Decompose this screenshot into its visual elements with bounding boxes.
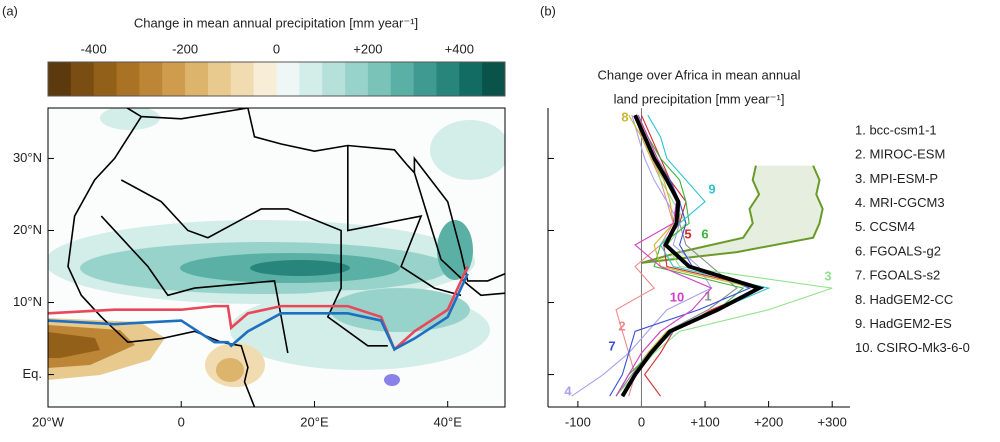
- colorbar-tick-label: -400: [81, 41, 107, 56]
- colorbar-cell: [390, 62, 415, 96]
- colorbar-cell: [459, 62, 483, 96]
- legend-entry: 5. CCSM4: [855, 219, 915, 234]
- legend-entry: 4. MRI-CGCM3: [855, 195, 945, 210]
- colorbar-tick-label: 0: [273, 41, 280, 56]
- line-label: 9: [708, 181, 715, 196]
- position-line: [48, 273, 469, 352]
- colorbar-cell: [345, 62, 369, 96]
- climatology-line: [641, 165, 761, 264]
- climatology-band: [641, 165, 823, 263]
- colorbar-tick-label: -200: [172, 41, 198, 56]
- x-tick-label: -100: [565, 414, 591, 429]
- panel-label: (b): [540, 3, 556, 18]
- colorbar-cell: [436, 62, 460, 96]
- x-tick-label: 20°W: [32, 414, 65, 429]
- colorbar-cell: [482, 62, 506, 96]
- colorbar-cell: [139, 62, 163, 96]
- position-line: [48, 265, 469, 352]
- colorbar-cell: [116, 62, 140, 96]
- y-tick-label: Eq.: [22, 366, 42, 381]
- legend-entry: 10. CSIRO-Mk3-6-0: [855, 340, 970, 355]
- x-tick-label: 0: [638, 414, 645, 429]
- colorbar-tick-label: +200: [353, 41, 382, 56]
- colorbar-cell: [70, 62, 95, 96]
- chart-title: Change over Africa in mean annual: [597, 67, 800, 82]
- chart-title: land precipitation [mm year⁻¹]: [614, 91, 785, 106]
- colorbar-cell: [413, 62, 437, 96]
- panel-label: (a): [2, 3, 18, 18]
- line-label: 8: [621, 109, 628, 124]
- model-line: [621, 114, 758, 397]
- colorbar-cell: [253, 62, 277, 96]
- line-label: 4: [564, 383, 572, 398]
- colorbar-cell: [230, 62, 255, 96]
- line-label: 6: [701, 226, 708, 241]
- line-label: 5: [684, 226, 691, 241]
- legend-entry: 8. HadGEM2-CC: [855, 292, 953, 307]
- x-tick-label: +200: [754, 414, 783, 429]
- legend-entry: 1. bcc-csm1-1: [855, 122, 937, 137]
- y-tick-label: 30°N: [13, 150, 42, 165]
- colorbar-cell: [299, 62, 323, 96]
- climatology-line: [641, 165, 824, 264]
- line-label: 10: [670, 289, 684, 304]
- legend-entry: 3. MPI-ESM-P: [855, 171, 938, 186]
- legend-entry: 9. HadGEM2-ES: [855, 316, 952, 331]
- model-line: [640, 114, 765, 397]
- colorbar-cell: [276, 62, 300, 96]
- x-tick-label: 40°E: [434, 414, 463, 429]
- x-tick-label: 20°E: [300, 414, 329, 429]
- x-tick-label: +300: [818, 414, 847, 429]
- colorbar-cell: [367, 62, 392, 96]
- colorbar-cell: [48, 62, 72, 96]
- colorbar-cell: [185, 62, 209, 96]
- line-label: 2: [618, 318, 625, 333]
- map-frame: [47, 107, 506, 408]
- colorbar-cell: [93, 62, 118, 96]
- colorbar-tick-label: +400: [445, 41, 474, 56]
- x-tick-label: 0: [178, 414, 185, 429]
- line-label: 1: [704, 288, 711, 303]
- colorbar-cell: [322, 62, 346, 96]
- colorbar-cell: [207, 62, 232, 96]
- map-field: [48, 108, 505, 407]
- colorbar-cell: [162, 62, 186, 96]
- colorbar-title: Change in mean annual precipitation [mm …: [134, 15, 418, 30]
- legend-entry: 6. FGOALS-g2: [855, 243, 941, 258]
- mean-line: [620, 114, 765, 398]
- legend-entry: 7. FGOALS-s2: [855, 268, 940, 283]
- y-tick-label: 20°N: [13, 222, 42, 237]
- model-line: [615, 114, 713, 397]
- line-label: 3: [824, 268, 831, 283]
- colorbar-frame: [47, 61, 506, 97]
- y-tick-label: 10°N: [13, 294, 42, 309]
- line-label: 7: [608, 338, 615, 353]
- legend-entry: 2. MIROC-ESM: [855, 147, 945, 162]
- x-tick-label: +100: [690, 414, 719, 429]
